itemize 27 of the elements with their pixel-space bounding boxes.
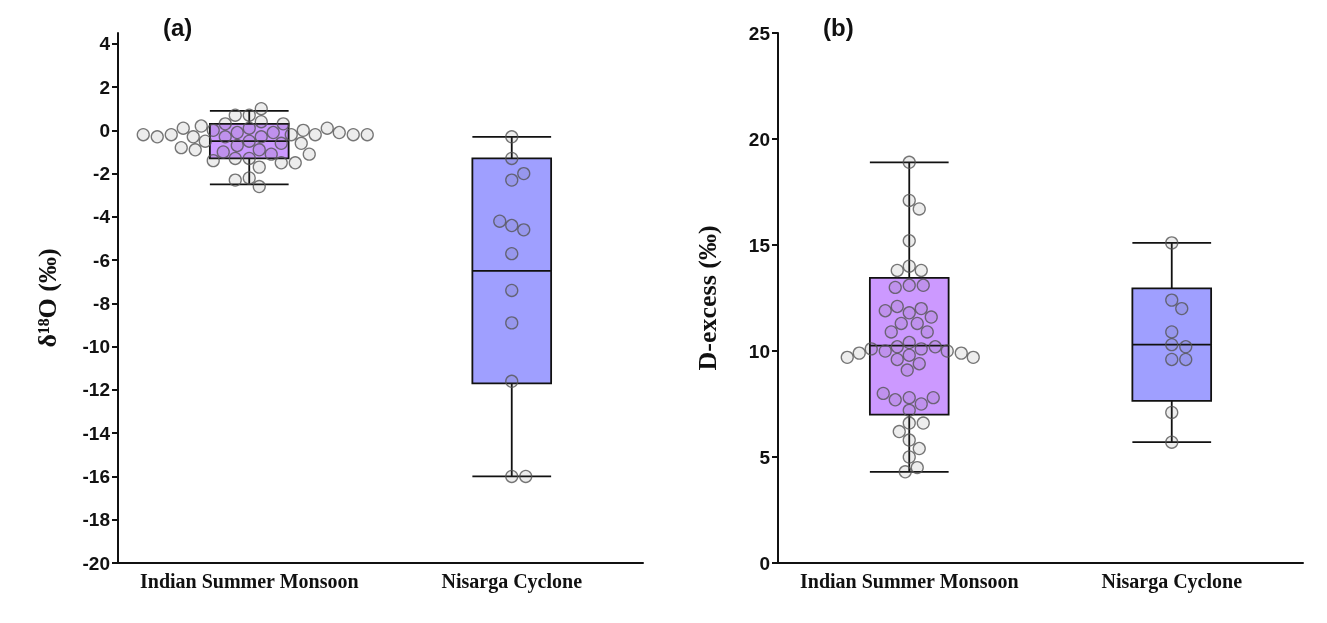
y-tick-label: 0 bbox=[759, 552, 770, 574]
chart-title: (b) bbox=[823, 13, 854, 41]
y-tick-label: 15 bbox=[748, 234, 771, 256]
y-axis-title: D-excess (‰) bbox=[692, 225, 722, 371]
y-tick-label: -12 bbox=[82, 379, 110, 401]
chart-title: (a) bbox=[163, 13, 193, 41]
y-tick-label: -2 bbox=[93, 163, 110, 185]
y-tick-label: 5 bbox=[759, 446, 771, 468]
y-tick-label: 20 bbox=[748, 128, 770, 150]
x-tick-label: Indian Summer Monsoon bbox=[139, 570, 359, 592]
y-tick-label: -8 bbox=[93, 292, 110, 314]
x-tick-label: Nisarga Cyclone bbox=[441, 570, 583, 593]
y-axis-title: δ¹⁸O (‰) bbox=[32, 248, 62, 348]
y-tick-label: -18 bbox=[82, 509, 110, 531]
y-tick-label: 2 bbox=[99, 76, 110, 98]
y-tick-label: -14 bbox=[82, 422, 111, 444]
y-tick-label: -20 bbox=[82, 552, 110, 574]
x-tick-label: Nisarga Cyclone bbox=[1101, 570, 1243, 593]
y-tick-label: -10 bbox=[82, 336, 110, 358]
y-tick-label: 25 bbox=[748, 22, 771, 44]
y-tick-label: -16 bbox=[82, 465, 110, 487]
y-tick-label: -4 bbox=[93, 206, 111, 228]
x-tick-label: Indian Summer Monsoon bbox=[799, 570, 1019, 592]
y-tick-label: 10 bbox=[748, 340, 770, 362]
y-tick-label: 4 bbox=[99, 33, 111, 55]
y-tick-label: 0 bbox=[99, 119, 110, 141]
y-tick-label: -6 bbox=[93, 249, 110, 271]
